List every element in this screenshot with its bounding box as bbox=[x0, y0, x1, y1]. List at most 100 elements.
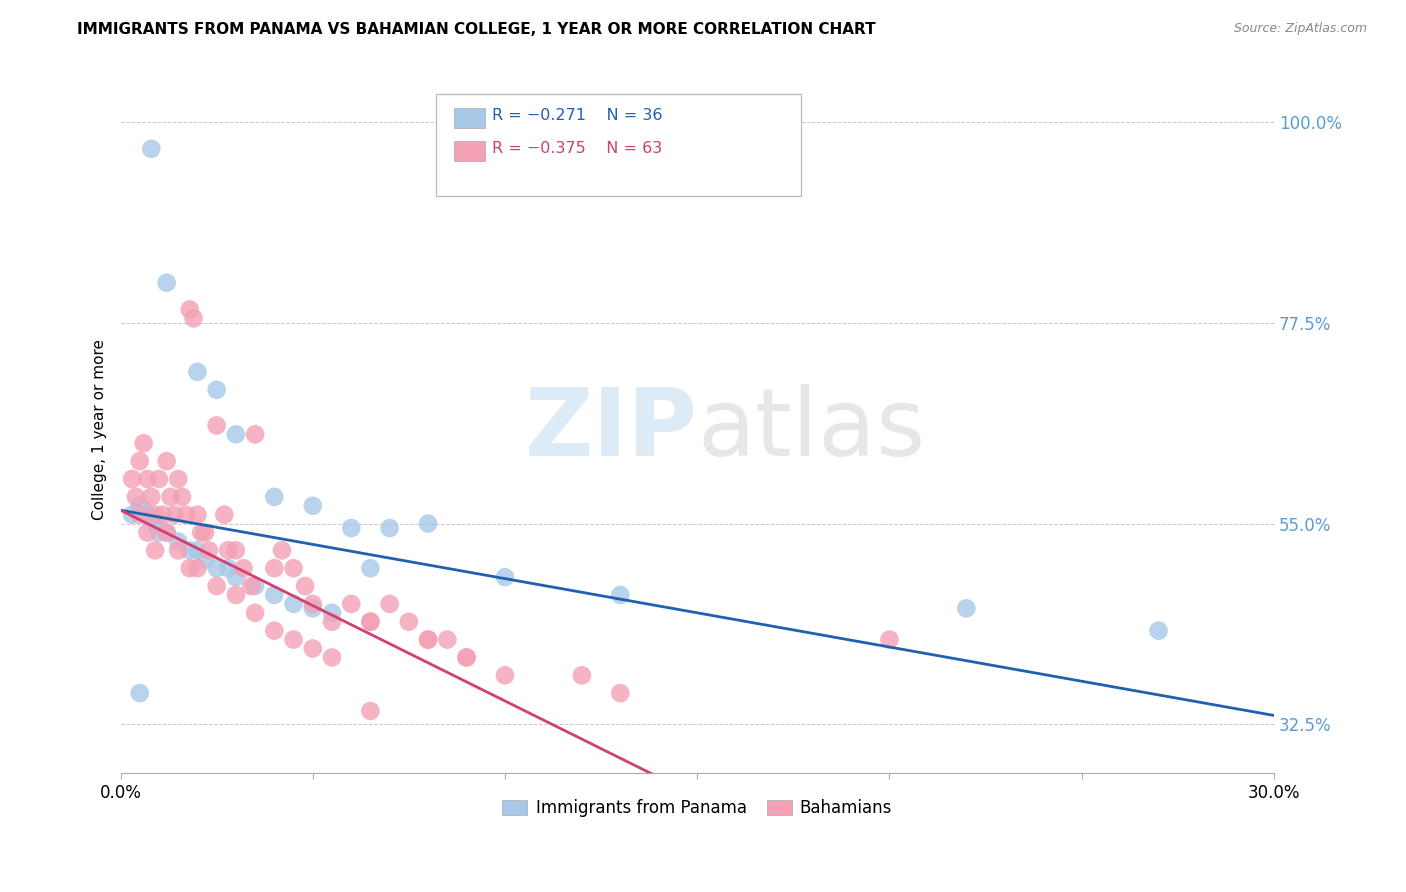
Point bbox=[141, 142, 163, 156]
Y-axis label: College, 1 year or more: College, 1 year or more bbox=[93, 339, 107, 520]
Point bbox=[416, 632, 439, 647]
Point bbox=[321, 606, 343, 620]
Point bbox=[359, 615, 381, 629]
Point bbox=[436, 632, 458, 647]
Point bbox=[321, 615, 343, 629]
Point bbox=[198, 543, 221, 558]
Point bbox=[186, 543, 208, 558]
Point bbox=[225, 588, 247, 602]
Point bbox=[156, 525, 179, 540]
Text: R = −0.271    N = 36: R = −0.271 N = 36 bbox=[492, 108, 662, 122]
Point bbox=[243, 427, 266, 442]
Point bbox=[294, 579, 316, 593]
Point bbox=[416, 516, 439, 531]
Point bbox=[263, 490, 285, 504]
Point bbox=[141, 512, 163, 526]
Point bbox=[136, 525, 159, 540]
Point bbox=[128, 499, 150, 513]
Point bbox=[205, 418, 228, 433]
Point bbox=[179, 561, 201, 575]
Point bbox=[301, 601, 323, 615]
Point bbox=[340, 521, 363, 535]
Point bbox=[456, 650, 478, 665]
Point bbox=[128, 508, 150, 522]
Point bbox=[243, 606, 266, 620]
Point bbox=[148, 525, 170, 540]
Point bbox=[167, 472, 190, 486]
Point bbox=[416, 632, 439, 647]
Point bbox=[359, 615, 381, 629]
Text: IMMIGRANTS FROM PANAMA VS BAHAMIAN COLLEGE, 1 YEAR OR MORE CORRELATION CHART: IMMIGRANTS FROM PANAMA VS BAHAMIAN COLLE… bbox=[77, 22, 876, 37]
Point bbox=[609, 588, 631, 602]
Text: atlas: atlas bbox=[697, 384, 925, 476]
Point bbox=[456, 650, 478, 665]
Point bbox=[143, 516, 166, 531]
Point bbox=[148, 472, 170, 486]
Point bbox=[263, 561, 285, 575]
Point bbox=[186, 508, 208, 522]
Point bbox=[136, 472, 159, 486]
Point bbox=[225, 427, 247, 442]
Point bbox=[152, 508, 174, 522]
Point bbox=[183, 311, 205, 326]
Point bbox=[143, 508, 166, 522]
Point bbox=[194, 525, 217, 540]
Point bbox=[263, 624, 285, 638]
Text: ZIP: ZIP bbox=[524, 384, 697, 476]
Point bbox=[205, 383, 228, 397]
Point bbox=[121, 472, 143, 486]
Legend: Immigrants from Panama, Bahamians: Immigrants from Panama, Bahamians bbox=[495, 792, 898, 823]
Point bbox=[205, 579, 228, 593]
Point bbox=[179, 543, 201, 558]
Point bbox=[194, 552, 217, 566]
Point bbox=[571, 668, 593, 682]
Point bbox=[378, 521, 401, 535]
Point bbox=[359, 561, 381, 575]
Point bbox=[205, 561, 228, 575]
Point bbox=[163, 508, 186, 522]
Point bbox=[136, 508, 159, 522]
Point bbox=[128, 686, 150, 700]
Point bbox=[167, 534, 190, 549]
Point bbox=[398, 615, 420, 629]
Point bbox=[378, 597, 401, 611]
Point bbox=[156, 525, 179, 540]
Point bbox=[170, 490, 193, 504]
Point bbox=[263, 588, 285, 602]
Point bbox=[179, 302, 201, 317]
Point bbox=[159, 490, 181, 504]
Point bbox=[283, 561, 305, 575]
Point bbox=[271, 543, 294, 558]
Point bbox=[143, 543, 166, 558]
Point bbox=[217, 543, 239, 558]
Point bbox=[217, 561, 239, 575]
Point bbox=[1147, 624, 1170, 638]
Point bbox=[141, 490, 163, 504]
Point bbox=[125, 490, 148, 504]
Point bbox=[121, 508, 143, 522]
Point bbox=[186, 561, 208, 575]
Point bbox=[609, 686, 631, 700]
Point bbox=[132, 503, 155, 517]
Point bbox=[225, 543, 247, 558]
Point bbox=[494, 668, 516, 682]
Point bbox=[186, 365, 208, 379]
Point bbox=[301, 641, 323, 656]
Point bbox=[283, 632, 305, 647]
Point bbox=[190, 525, 212, 540]
Point bbox=[132, 436, 155, 450]
Point bbox=[359, 704, 381, 718]
Point bbox=[301, 499, 323, 513]
Point bbox=[301, 597, 323, 611]
Point bbox=[321, 650, 343, 665]
Text: Source: ZipAtlas.com: Source: ZipAtlas.com bbox=[1233, 22, 1367, 36]
Point bbox=[214, 508, 236, 522]
Point bbox=[494, 570, 516, 584]
Point bbox=[243, 579, 266, 593]
Point bbox=[167, 543, 190, 558]
Point bbox=[156, 276, 179, 290]
Point bbox=[225, 570, 247, 584]
Point bbox=[240, 579, 263, 593]
Text: R = −0.375    N = 63: R = −0.375 N = 63 bbox=[492, 141, 662, 155]
Point bbox=[128, 454, 150, 468]
